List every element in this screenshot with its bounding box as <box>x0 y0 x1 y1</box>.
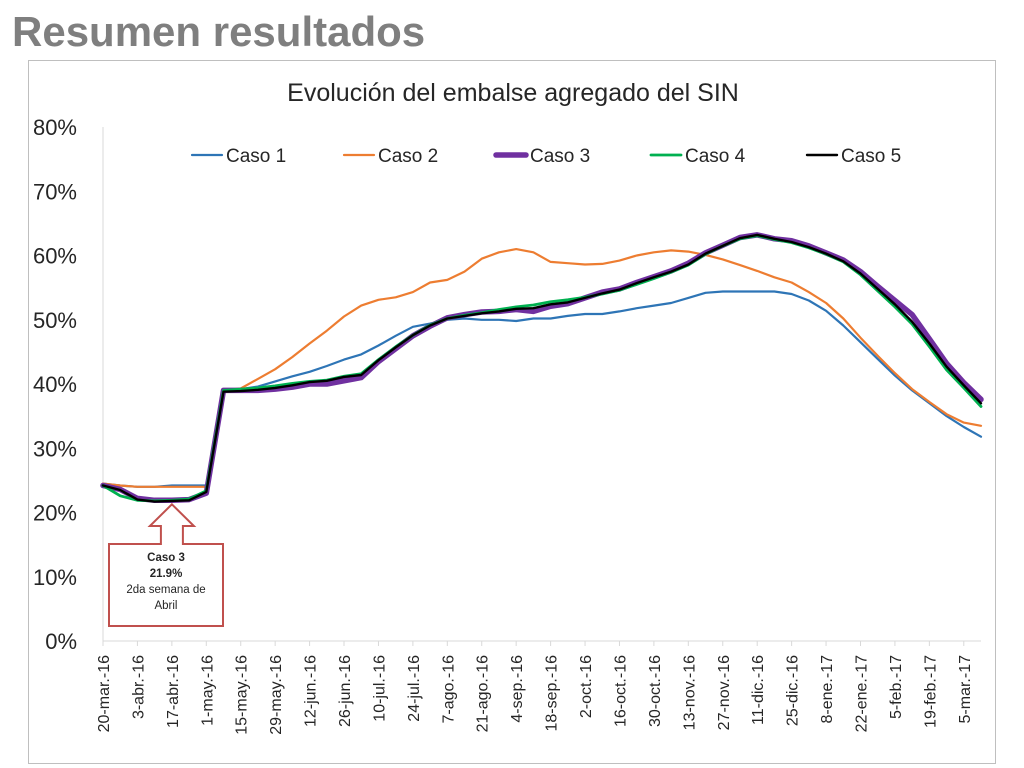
y-tick-label: 70% <box>33 179 77 204</box>
legend-label-caso-1: Caso 1 <box>226 146 286 167</box>
x-tick-label: 13-nov.-16 <box>681 655 698 730</box>
legend-label-caso-5: Caso 5 <box>841 146 901 167</box>
x-tick-label: 8-ene.-17 <box>819 655 836 724</box>
legend-label-caso-3: Caso 3 <box>530 146 590 167</box>
x-tick-label: 5-mar.-17 <box>957 655 974 724</box>
page-title: Resumen resultados <box>12 8 426 55</box>
x-tick-label: 30-oct.-16 <box>647 655 664 727</box>
y-tick-label: 30% <box>33 436 77 461</box>
legend-label-caso-4: Caso 4 <box>685 146 746 167</box>
x-tick-label: 19-feb.-17 <box>922 655 939 728</box>
x-tick-label: 16-oct.-16 <box>612 655 629 727</box>
x-tick-label: 17-abr.-16 <box>165 655 182 728</box>
x-tick-label: 18-sep.-16 <box>544 655 561 732</box>
x-tick-label: 4-sep.-16 <box>509 655 526 723</box>
x-tick-label: 2-oct.-16 <box>578 655 595 718</box>
x-tick-label: 29-may.-16 <box>268 655 285 735</box>
chart-frame: Evolución del embalse agregado del SIN 0… <box>28 60 996 764</box>
y-axis: 0% 10% 20% 30% 40% 50% 60% 70% 80% <box>33 115 104 654</box>
legend-label-caso-2: Caso 2 <box>378 146 438 167</box>
y-tick-label: 10% <box>33 565 77 590</box>
callout: Caso 3 21.9% 2da semana de Abril <box>108 502 224 627</box>
x-tick-label: 25-dic.-16 <box>785 655 802 726</box>
callout-box <box>108 502 224 627</box>
x-tick-label: 21-ago.-16 <box>475 655 492 732</box>
series-line-caso-5 <box>101 233 983 503</box>
y-tick-label: 50% <box>33 308 77 333</box>
series-line-caso-2 <box>101 248 983 488</box>
callout-text-line: Caso 3 <box>147 552 185 564</box>
callout-text-line: Abril <box>154 600 177 612</box>
chart-svg: Evolución del embalse agregado del SIN 0… <box>33 79 984 735</box>
x-tick-label: 27-nov.-16 <box>716 655 733 730</box>
x-tick-label: 20-mar.-16 <box>96 655 113 732</box>
x-tick-label: 15-may.-16 <box>234 655 251 735</box>
x-tick-label: 1-may.-16 <box>199 655 216 726</box>
y-tick-label: 20% <box>33 501 77 526</box>
y-tick-label: 60% <box>33 244 77 269</box>
series-lines <box>100 232 984 504</box>
x-tick-label: 5-feb.-17 <box>888 655 905 719</box>
series-line-caso-4 <box>101 234 983 503</box>
x-tick-label: 3-abr.-16 <box>130 655 147 719</box>
callout-text-line: 21.9% <box>150 568 183 580</box>
x-tick-label: 24-jul.-16 <box>406 655 423 722</box>
x-tick-label: 11-dic.-16 <box>750 655 767 725</box>
callout-text-line: 2da semana de <box>126 584 205 596</box>
x-axis: 20-mar.-16 3-abr.-16 17-abr.-16 1-may.-16 15… <box>96 640 981 735</box>
x-tick-label: 12-jun.-16 <box>303 655 320 727</box>
y-tick-label: 0% <box>45 629 77 654</box>
y-tick-label: 80% <box>33 115 77 140</box>
y-tick-label: 40% <box>33 372 77 397</box>
x-tick-label: 10-jul.-16 <box>371 655 388 722</box>
x-tick-label: 26-jun.-16 <box>337 655 354 727</box>
chart-title: Evolución del embalse agregado del SIN <box>287 79 739 107</box>
x-tick-label: 7-ago.-16 <box>440 655 457 724</box>
series-line-caso-3 <box>100 232 984 504</box>
legend: Caso 1 Caso 2 Caso 3 Caso 4 Caso 5 <box>190 146 901 167</box>
x-tick-label: 22-ene.-17 <box>853 655 870 732</box>
